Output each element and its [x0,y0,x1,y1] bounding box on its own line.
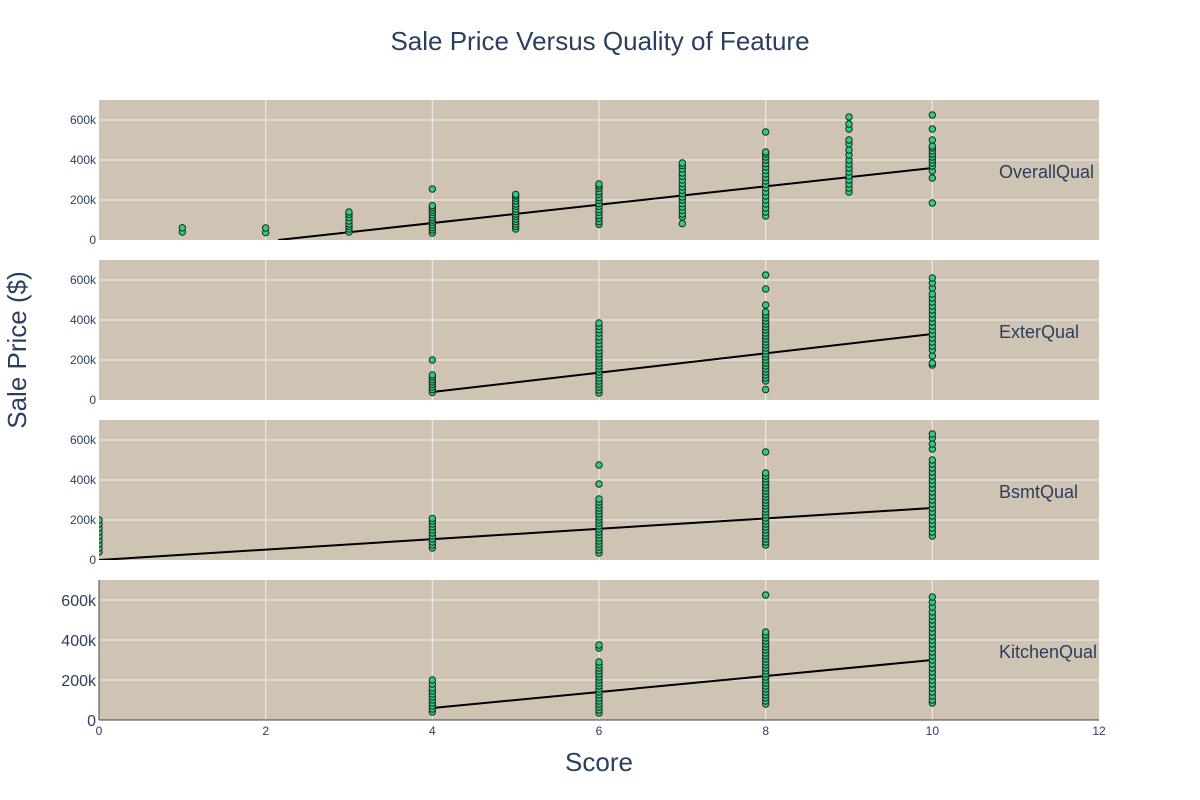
scatter-point [928,359,937,367]
x-tick-label: 4 [429,724,436,738]
scatter-point [928,125,937,133]
y-tick-label: 400k [70,473,97,487]
scatter-point [761,591,770,599]
scatter-point [761,448,770,456]
x-tick-label: 6 [596,724,603,738]
trend-line [278,167,933,240]
scatter-point [511,190,520,199]
scatter-point [845,113,853,121]
scatter-point [761,128,770,136]
scatter-point [928,456,937,464]
scatter-point [928,352,937,360]
scatter-points [99,430,937,557]
scatter-point [428,356,437,364]
scatter-point [928,111,937,119]
scatter-point [928,199,937,207]
scatter-points [178,111,937,237]
subplot-grid: 0 200k 400k 600k OverallQual 0 200k 400k 600k Ext… [61,100,1106,738]
x-tick-label: 8 [762,724,769,738]
y-tick-label: 200k [70,353,97,367]
scatter-point [761,628,770,636]
panel-label: KitchenQual [999,642,1097,662]
scatter-point [595,658,603,666]
panel-label: OverallQual [999,162,1094,182]
y-tick-label: 0 [87,713,96,730]
scatter-point [845,146,853,154]
y-tick-label: 200k [70,513,97,527]
scatter-point [345,208,353,216]
scatter-point [928,593,937,601]
subplot-kitchenqual: 0 200k 400k 600k KitchenQual 0 2 4 6 8 10 12 [61,580,1106,738]
scatter-point [428,514,437,523]
scatter-point [261,224,270,232]
scatter-point [845,120,853,128]
y-tick-label: 400k [61,633,97,650]
scatter-point [761,271,770,279]
y-tick-label: 600k [70,433,97,447]
subplot-bsmtqual: 0 200k 400k 600k BsmtQual [70,420,1099,567]
scatter-point [428,185,437,193]
scatter-point [595,480,603,488]
x-tick-label: 0 [96,724,103,738]
trend-line [432,333,933,393]
y-tick-label: 200k [70,193,97,207]
x-axis-title: Score [565,747,633,777]
scatter-point [928,430,937,438]
y-tick-label: 400k [70,153,97,167]
scatter-point [928,274,937,282]
scatter-points [428,591,937,717]
scatter-point [595,319,603,327]
scatter-point [428,201,437,210]
scatter-point [761,301,770,309]
scatter-point [595,180,603,188]
x-tick-label: 10 [926,724,940,738]
trend-line [99,507,933,560]
y-axis-title: Sale Price ($) [2,271,32,429]
scatter-point [845,136,853,144]
trend-line [432,659,933,709]
scatter-points [428,271,937,397]
x-tick-label: 2 [262,724,269,738]
y-tick-label: 200k [61,673,97,690]
scatter-point [595,641,603,649]
scatter-point [928,174,937,182]
scatter-point [178,224,187,232]
scatter-point [928,142,937,150]
y-tick-label: 0 [89,233,96,247]
scatter-point [428,676,437,684]
scatter-point [595,495,603,503]
y-tick-label: 0 [89,393,96,407]
scatter-point [595,461,603,469]
subplot-exterqual: 0 200k 400k 600k ExterQual [70,260,1099,407]
scatter-point [761,285,770,293]
panel-label: ExterQual [999,322,1079,342]
scatter-point [99,516,103,524]
scatter-point [761,148,770,156]
scatter-point [761,308,770,316]
y-tick-label: 0 [89,553,96,567]
scatter-point [678,219,687,228]
scatter-point [928,136,937,144]
scatter-point [928,290,937,298]
scatter-point [761,469,770,477]
panel-label: BsmtQual [999,482,1078,502]
scatter-point [428,371,437,379]
subplot-overallqual: 0 200k 400k 600k OverallQual [70,100,1099,247]
y-tick-label: 600k [61,593,97,610]
x-tick-label: 12 [1092,724,1106,738]
scatter-point [761,385,770,394]
scatter-point [678,159,687,167]
y-tick-label: 400k [70,313,97,327]
scatter-point [928,440,937,448]
y-tick-label: 600k [70,273,97,287]
y-tick-label: 600k [70,113,97,127]
chart-title: Sale Price Versus Quality of Feature [390,26,809,56]
